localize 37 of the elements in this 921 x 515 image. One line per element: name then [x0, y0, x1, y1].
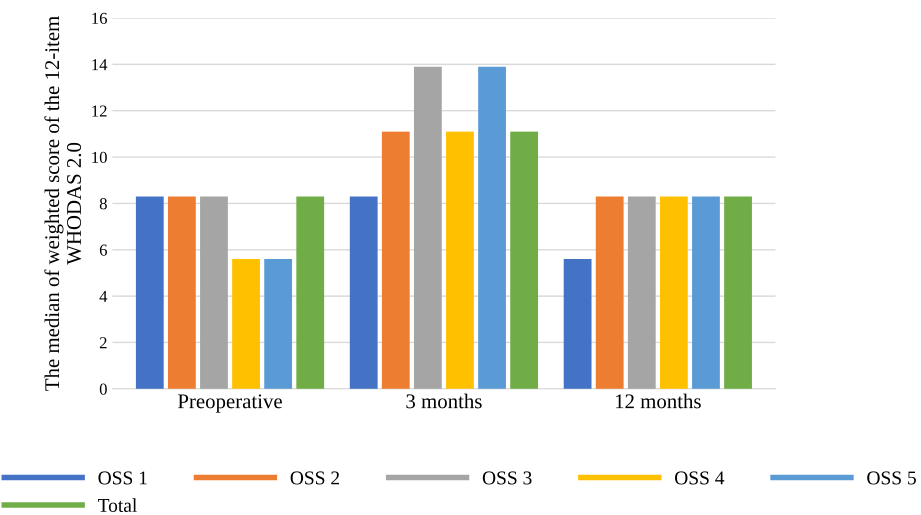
bar: [264, 259, 292, 389]
x-tick-label: 12 months: [616, 394, 701, 408]
bar: [510, 132, 538, 389]
y-tick-label: 0: [100, 384, 107, 395]
bar: [446, 132, 474, 389]
y-tick-label: 12: [92, 105, 107, 117]
y-tick-label: 10: [92, 152, 107, 164]
bar: [414, 66, 442, 389]
bar: [478, 66, 506, 389]
y-tick-label: 16: [92, 12, 108, 24]
legend-label: OSS 2: [290, 471, 340, 485]
bar: [596, 196, 624, 389]
bar: [692, 196, 720, 389]
bar: [628, 196, 656, 389]
bar: [200, 196, 228, 389]
legend-label: OSS 1: [98, 471, 147, 485]
y-tick-label: 8: [100, 198, 107, 210]
bar: [382, 132, 410, 389]
bar: [350, 196, 378, 389]
legend-label: OSS 5: [867, 471, 916, 485]
bar: [232, 259, 260, 389]
x-tick-label: Preoperative: [178, 394, 282, 413]
bar: [168, 196, 196, 389]
bar: [296, 196, 324, 389]
bar: [660, 196, 688, 389]
bar: [136, 196, 164, 389]
y-tick-label: 2: [100, 337, 107, 348]
legend-label: OSS 3: [482, 471, 532, 485]
bar: [724, 196, 752, 389]
y-tick-label: 6: [100, 244, 108, 256]
legend-label: OSS 4: [675, 471, 724, 485]
legend-label: Total: [98, 498, 137, 512]
y-tick-label: 14: [92, 59, 108, 70]
x-tick-label: 3 months: [406, 394, 482, 408]
y-axis-title: The median of weighted score of the 12-item WHODAS 2.0: [44, 16, 82, 391]
y-tick-label: 4: [99, 290, 108, 302]
bar: [564, 259, 592, 389]
